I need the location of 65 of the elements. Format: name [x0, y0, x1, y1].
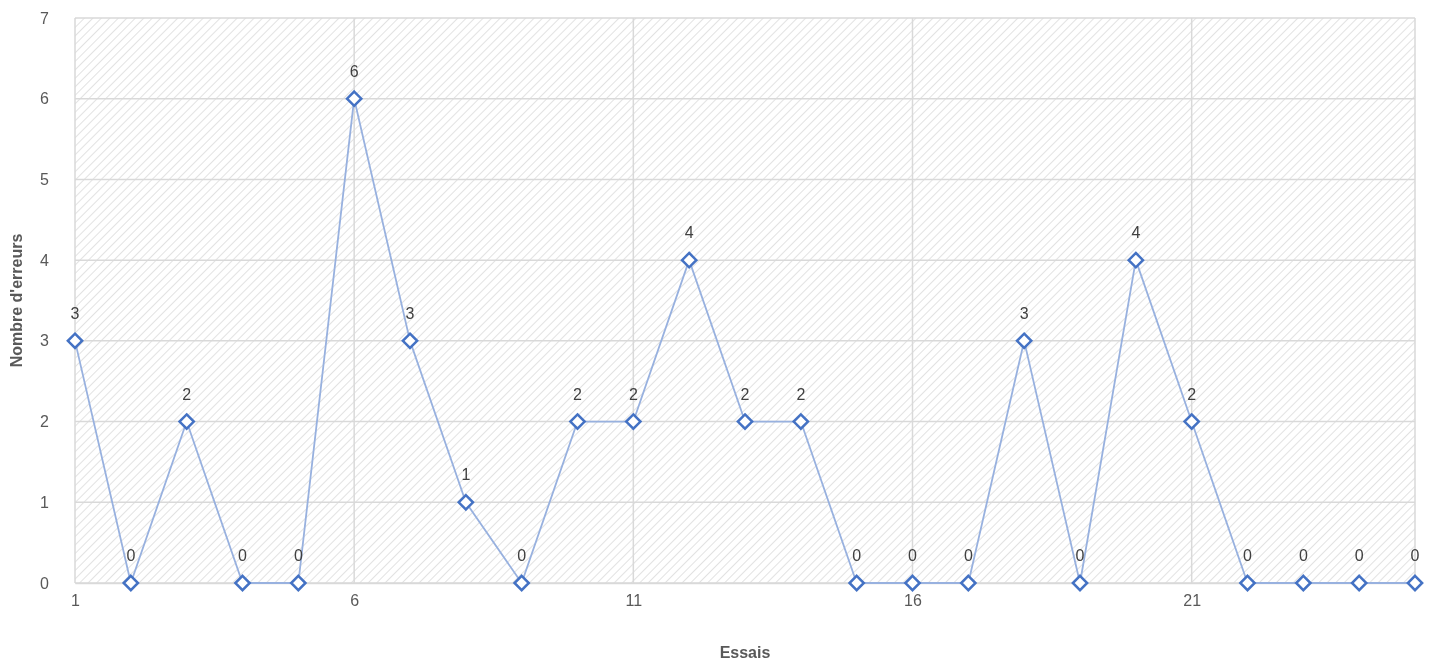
data-label: 6	[349, 62, 359, 80]
point	[345, 90, 363, 108]
point	[848, 574, 866, 592]
point	[289, 574, 307, 592]
y-tick-label: 7	[40, 9, 50, 27]
data-label: 0	[1243, 547, 1253, 564]
data-label: 1	[461, 466, 471, 484]
data-label: 2	[182, 385, 192, 403]
data-label: 0	[852, 547, 862, 564]
data-label: 2	[628, 385, 638, 403]
point	[904, 574, 921, 592]
point	[680, 251, 698, 269]
data-label: 2	[573, 385, 583, 403]
y-tick-label: 1	[40, 493, 50, 511]
data-label: 4	[1131, 224, 1141, 242]
y-tick-label: 6	[40, 90, 50, 108]
point	[513, 574, 531, 592]
point	[1239, 574, 1256, 592]
point	[122, 574, 140, 592]
point	[736, 413, 754, 430]
data-label: 2	[796, 385, 806, 403]
point	[1015, 332, 1033, 350]
point	[457, 493, 475, 511]
point	[178, 413, 196, 430]
data-label: 0	[238, 547, 248, 564]
point	[1406, 574, 1424, 592]
data-label: 0	[293, 547, 303, 564]
y-tick-label: 3	[40, 332, 50, 350]
point	[1350, 574, 1368, 592]
point	[1127, 251, 1145, 269]
data-label: 0	[517, 547, 527, 564]
data-label: 2	[1187, 385, 1197, 403]
y-axis-title: Nombre d'erreurs	[8, 233, 25, 368]
point	[234, 574, 251, 592]
data-label: 0	[963, 547, 973, 564]
data-label: 0	[126, 547, 136, 564]
x-tick-label: 16	[904, 592, 922, 610]
point	[959, 574, 977, 592]
y-tick-label: 4	[40, 251, 50, 269]
x-axis-title: Essais	[719, 644, 771, 661]
point	[569, 413, 586, 430]
data-label: 3	[405, 304, 415, 322]
point	[792, 413, 810, 430]
point	[1294, 574, 1312, 592]
data-label: 0	[1410, 547, 1420, 564]
data-label: 2	[740, 385, 750, 403]
x-tick-label: 21	[1183, 592, 1202, 610]
y-tick-label: 0	[40, 574, 50, 592]
y-tick-label: 5	[40, 171, 50, 189]
data-label: 4	[684, 224, 694, 242]
x-tick-label: 1	[71, 592, 81, 610]
point	[401, 332, 419, 350]
point	[66, 332, 84, 350]
x-tick-label: 6	[350, 592, 360, 610]
data-label: 0	[1354, 547, 1364, 564]
data-label: 0	[1075, 547, 1085, 564]
x-tick-label: 11	[625, 592, 643, 610]
point	[1183, 413, 1201, 430]
y-tick-label: 2	[40, 413, 50, 431]
data-label: 3	[70, 304, 80, 322]
point	[1071, 574, 1089, 592]
data-label: 0	[1298, 547, 1308, 564]
point	[624, 413, 642, 430]
data-label: 3	[1019, 304, 1029, 322]
data-label: 0	[908, 547, 918, 564]
